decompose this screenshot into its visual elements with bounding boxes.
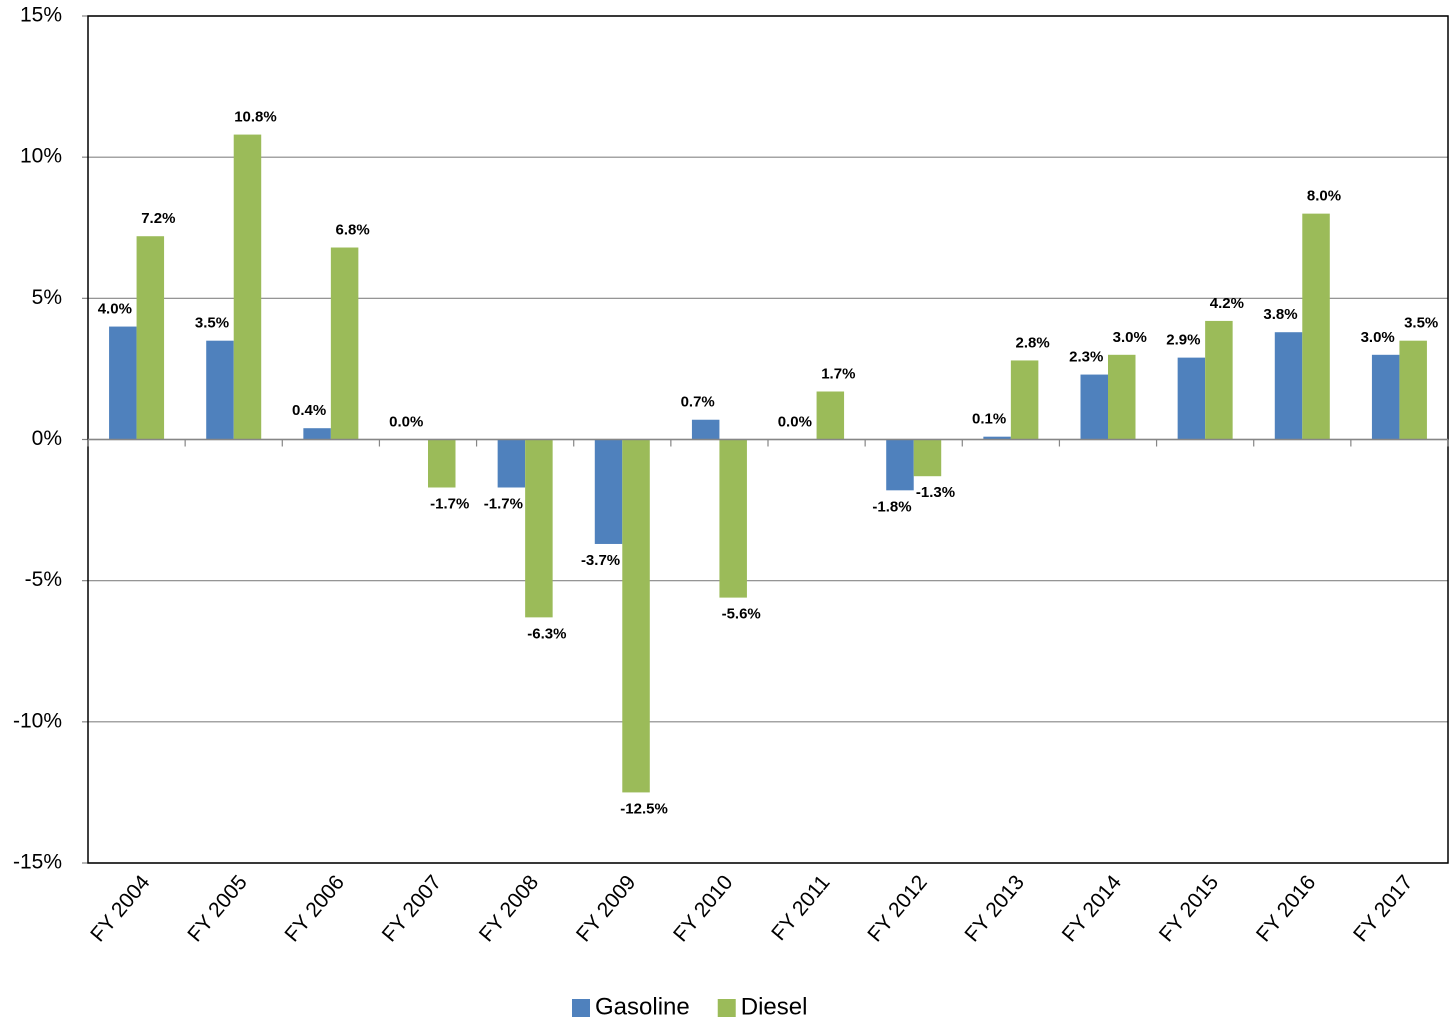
bar bbox=[233, 134, 262, 440]
value-label: 4.0% bbox=[98, 301, 132, 318]
value-label: 4.2% bbox=[1210, 295, 1244, 312]
value-label: -5.6% bbox=[722, 606, 761, 623]
bar bbox=[136, 236, 165, 440]
x-tick-label: FY 2011 bbox=[767, 871, 834, 945]
x-tick-label: FY 2010 bbox=[669, 871, 737, 946]
x-tick-label: FY 2009 bbox=[572, 871, 640, 946]
bar bbox=[303, 428, 331, 440]
x-tick-label: FY 2014 bbox=[1058, 871, 1127, 947]
value-label: 3.0% bbox=[1361, 329, 1395, 346]
bar bbox=[1010, 360, 1039, 440]
x-tick-label: FY 2006 bbox=[281, 871, 349, 946]
bar bbox=[428, 439, 456, 488]
value-label: 3.5% bbox=[195, 315, 229, 332]
value-label: 0.0% bbox=[389, 413, 423, 430]
bar bbox=[1274, 332, 1303, 440]
value-label: 2.3% bbox=[1069, 349, 1103, 366]
bar bbox=[497, 439, 526, 488]
value-label: -12.5% bbox=[620, 800, 668, 817]
value-label: 7.2% bbox=[141, 210, 175, 227]
bar bbox=[1177, 357, 1206, 440]
x-tick-label: FY 2012 bbox=[863, 871, 931, 946]
bar bbox=[525, 439, 553, 618]
bar bbox=[983, 436, 1011, 440]
value-label: 0.0% bbox=[778, 413, 812, 430]
bar bbox=[719, 439, 747, 598]
bar bbox=[109, 326, 137, 440]
bar bbox=[1399, 340, 1427, 440]
y-tick-label: 0% bbox=[32, 427, 62, 450]
bar bbox=[594, 439, 623, 544]
bar bbox=[1205, 320, 1233, 440]
x-tick-label: FY 2013 bbox=[961, 871, 1029, 946]
value-label: 0.7% bbox=[681, 394, 715, 411]
legend-swatch bbox=[717, 999, 736, 1017]
value-label: 6.8% bbox=[336, 221, 370, 238]
bar bbox=[206, 340, 234, 440]
bar bbox=[1108, 354, 1136, 440]
x-tick-label: FY 2004 bbox=[86, 871, 155, 947]
bar bbox=[330, 247, 359, 440]
bar bbox=[622, 439, 650, 793]
bar bbox=[1371, 354, 1400, 440]
value-label: 0.4% bbox=[292, 402, 326, 419]
y-tick-label: 10% bbox=[20, 145, 62, 168]
value-label: 3.0% bbox=[1113, 329, 1147, 346]
legend-label: Gasoline bbox=[595, 993, 690, 1020]
value-label: 0.1% bbox=[972, 411, 1006, 428]
legend-label: Diesel bbox=[741, 993, 808, 1020]
y-tick-label: -15% bbox=[13, 851, 62, 874]
value-label: 2.9% bbox=[1166, 332, 1200, 349]
value-label: 3.8% bbox=[1263, 306, 1297, 323]
y-tick-label: 5% bbox=[32, 286, 62, 309]
bar bbox=[886, 439, 914, 491]
value-label: 10.8% bbox=[234, 109, 277, 126]
x-tick-label: FY 2005 bbox=[183, 871, 251, 946]
value-label: -1.7% bbox=[430, 495, 469, 512]
value-label: 3.5% bbox=[1404, 315, 1438, 332]
bar bbox=[1302, 213, 1330, 440]
bar bbox=[913, 439, 942, 477]
bar bbox=[1080, 374, 1108, 440]
x-tick-label: FY 2008 bbox=[475, 871, 543, 946]
y-tick-label: 15% bbox=[20, 4, 62, 27]
value-label: 8.0% bbox=[1307, 188, 1341, 205]
value-label: -3.7% bbox=[581, 552, 620, 569]
value-label: 2.8% bbox=[1016, 334, 1050, 351]
value-label: -1.3% bbox=[916, 484, 955, 501]
value-label: -1.7% bbox=[484, 495, 523, 512]
legend-swatch bbox=[572, 999, 590, 1017]
bar bbox=[691, 419, 720, 440]
value-label: 1.7% bbox=[821, 365, 855, 382]
value-label: -1.8% bbox=[872, 498, 911, 515]
x-tick-label: FY 2007 bbox=[378, 871, 446, 946]
x-tick-label: FY 2016 bbox=[1252, 871, 1320, 946]
value-label: -6.3% bbox=[527, 625, 566, 642]
y-tick-label: -10% bbox=[13, 709, 62, 732]
x-tick-label: FY 2015 bbox=[1155, 871, 1223, 946]
bar bbox=[816, 391, 845, 440]
y-tick-label: -5% bbox=[25, 568, 62, 591]
x-tick-label: FY 2017 bbox=[1349, 871, 1417, 946]
